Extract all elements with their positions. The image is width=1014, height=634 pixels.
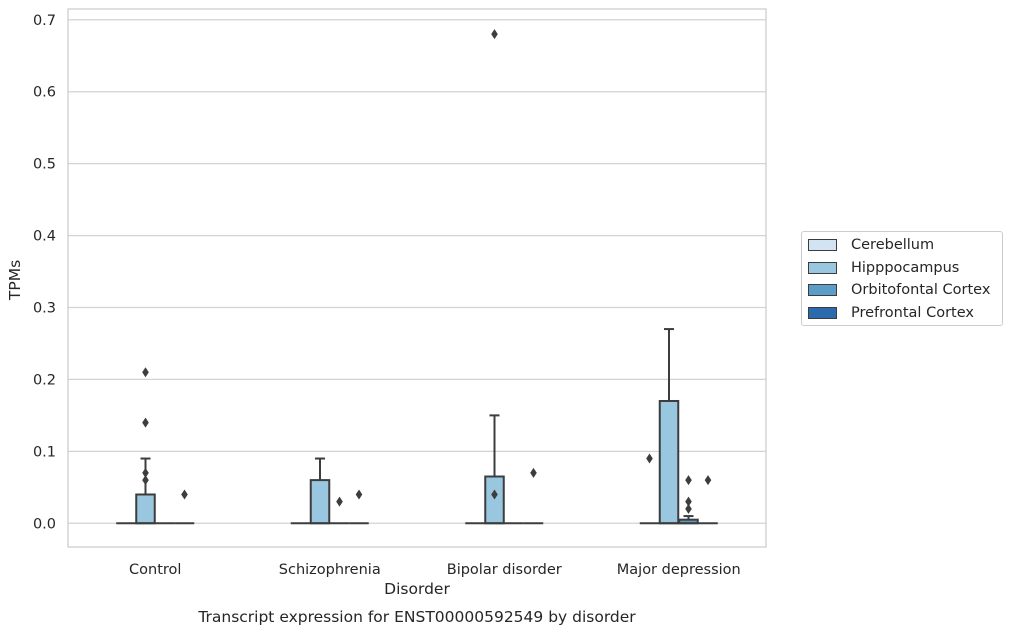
box-body — [484, 475, 505, 525]
outlier-point — [491, 29, 498, 40]
box-series — [116, 29, 718, 525]
plot-frame — [67, 8, 767, 548]
box-hipppocampus — [484, 29, 505, 525]
legend-item-prefrontal-cortex: Prefrontal Cortex — [808, 303, 974, 323]
box-prefrontal-cortex — [523, 467, 544, 525]
legend-item-cerebellum: Cerebellum — [808, 235, 934, 255]
box-body — [135, 493, 156, 525]
box-prefrontal-cortex — [174, 489, 195, 525]
legend-swatch-cerebellum — [808, 239, 837, 251]
box-prefrontal-cortex — [698, 475, 718, 525]
y-tick-label: 0.0 — [33, 516, 56, 532]
outlier-point — [491, 489, 498, 500]
box-orbitofontal-cortex — [329, 496, 350, 525]
outlier-point — [704, 475, 712, 486]
legend-item-hippocampus: Hipppocampus — [808, 258, 959, 278]
legend-label: Prefrontal Cortex — [851, 305, 974, 321]
x-tick-label: Schizophrenia — [279, 562, 381, 578]
box-cerebellum — [639, 453, 660, 525]
gridlines — [68, 19, 766, 524]
outlier-point — [142, 475, 149, 486]
outlier-point — [685, 503, 692, 514]
box-body — [309, 479, 331, 525]
chart-title: Transcript expression for ENST0000059254… — [197, 608, 636, 626]
y-tick-label: 0.5 — [33, 157, 56, 173]
y-tick-label: 0.2 — [33, 372, 56, 388]
outlier-point — [530, 467, 537, 478]
outlier-point — [142, 467, 149, 478]
y-tick-label: 0.3 — [33, 300, 56, 316]
outlier-point — [181, 489, 188, 500]
legend: Cerebellum Hipppocampus Orbitofontal Cor… — [801, 231, 1003, 326]
y-tick-label: 0.1 — [33, 444, 56, 460]
outlier-point — [685, 496, 692, 507]
outlier-point — [646, 453, 653, 464]
box-orbitofontal-cortex — [678, 475, 699, 525]
legend-swatch-orbitofrontal-cortex — [808, 284, 837, 296]
legend-label: Hipppocampus — [851, 260, 960, 276]
y-tick-label: 0.4 — [33, 229, 56, 245]
box-hipppocampus — [309, 457, 331, 525]
legend-label: Cerebellum — [851, 237, 935, 253]
box-hipppocampus — [135, 367, 156, 525]
outlier-point — [142, 417, 149, 428]
x-tick-label: Bipolar disorder — [447, 562, 562, 578]
x-tick-label: Major depression — [617, 562, 741, 578]
y-axis-label: TPMs — [6, 260, 24, 301]
y-tick-label: 0.7 — [33, 13, 56, 29]
outlier-point — [355, 489, 363, 500]
y-tick-label: 0.6 — [33, 85, 56, 101]
legend-label: Orbitofontal Cortex — [851, 282, 991, 298]
legend-item-orbitofrontal-cortex: Orbitofontal Cortex — [808, 280, 990, 300]
legend-swatch-prefrontal-cortex — [808, 307, 837, 319]
legend-swatch-hippocampus — [808, 262, 837, 274]
outlier-point — [142, 367, 149, 378]
box-hipppocampus — [658, 328, 680, 525]
box-body — [658, 399, 680, 525]
y-axis-ticks: 0.0 0.1 0.2 0.3 0.4 0.5 0.6 0.7 — [33, 13, 56, 532]
box-prefrontal-cortex — [349, 489, 369, 525]
x-axis-label: Disorder — [384, 580, 450, 598]
outlier-point — [336, 496, 343, 507]
outlier-point — [685, 475, 692, 486]
x-tick-label: Control — [129, 562, 181, 578]
x-axis-ticks: Control Schizophrenia Bipolar disorder Majo… — [129, 562, 741, 578]
